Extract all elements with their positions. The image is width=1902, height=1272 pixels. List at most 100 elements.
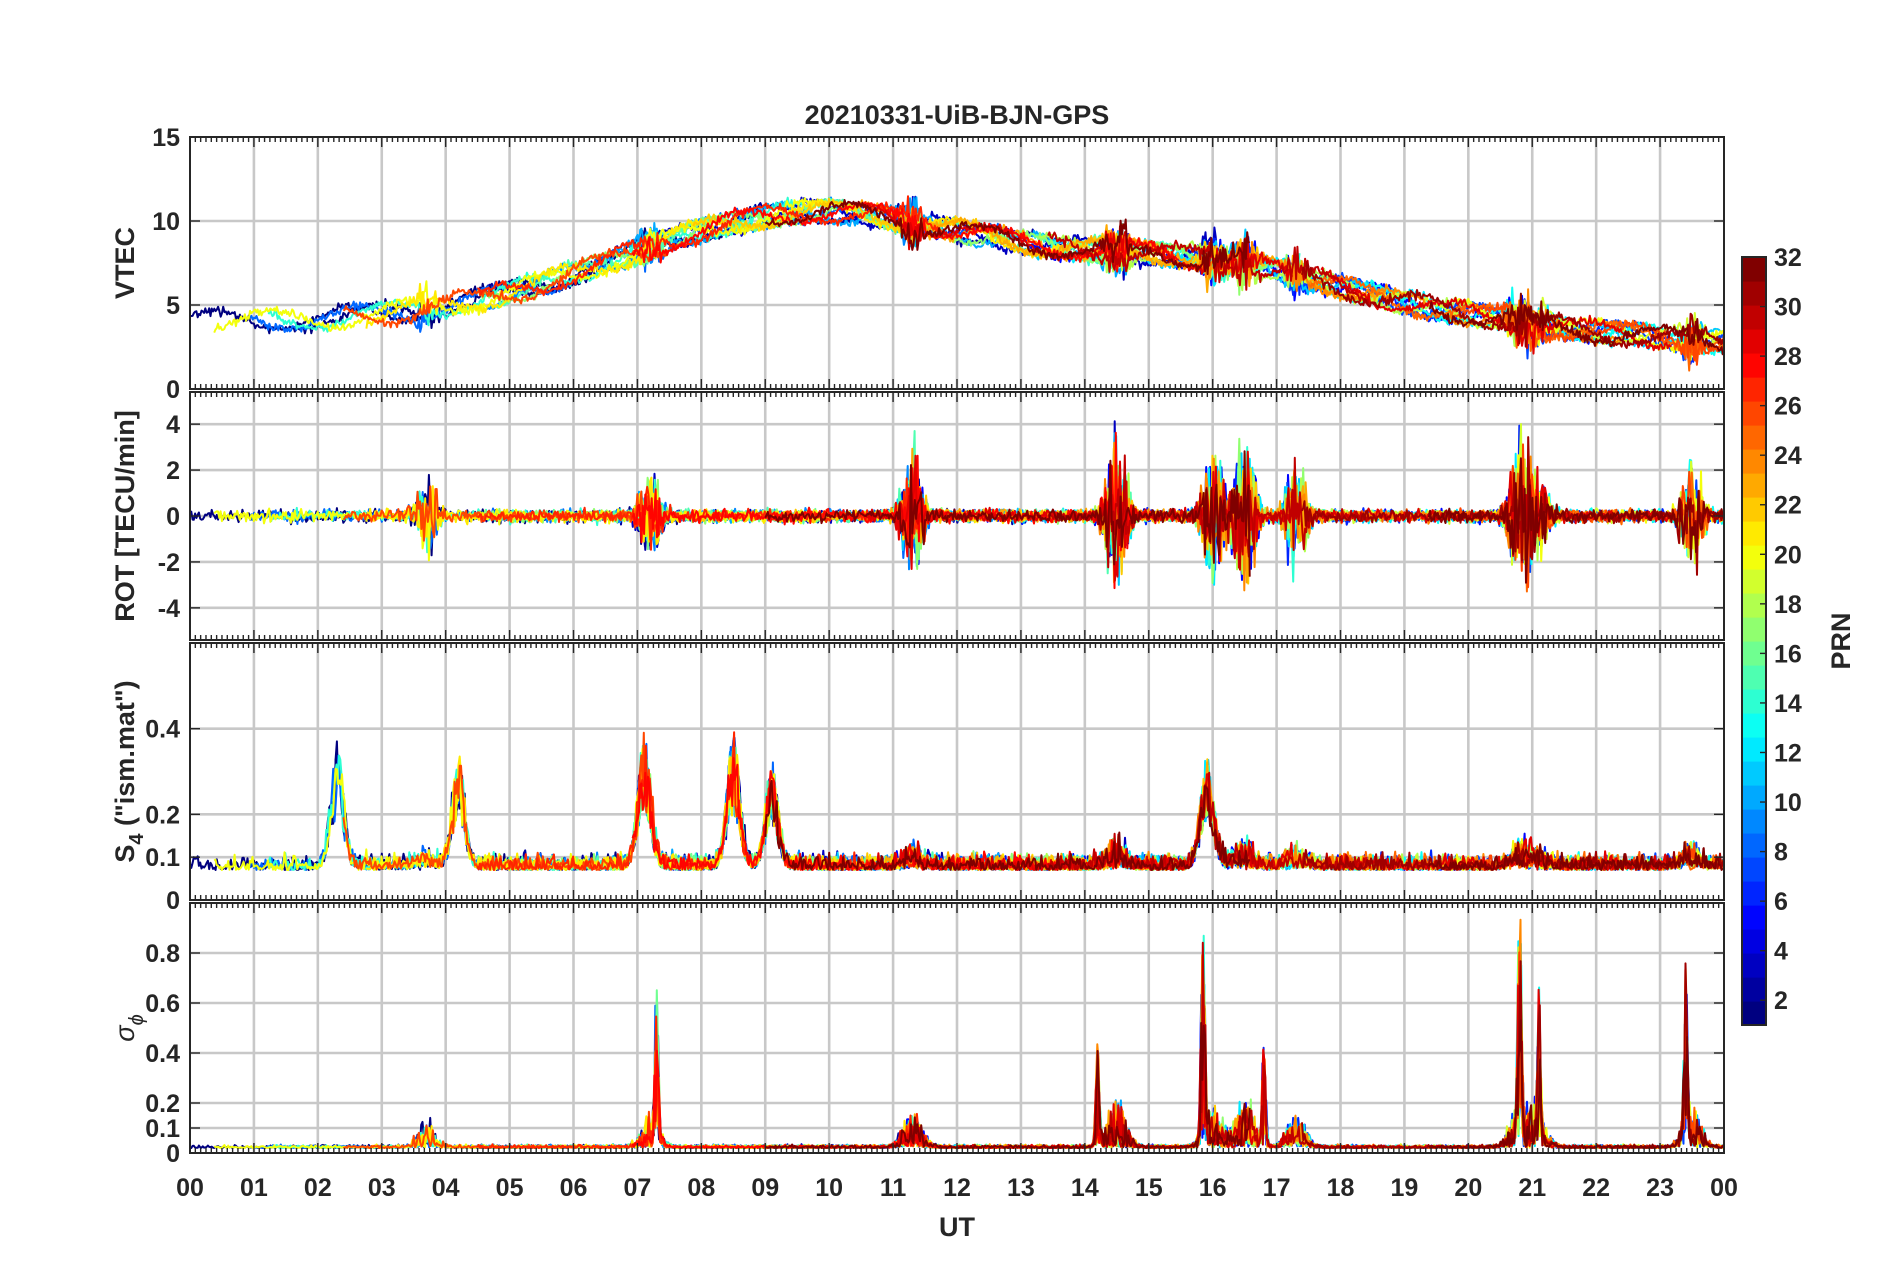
colorbar-segment bbox=[1742, 761, 1766, 786]
x-tick-label: 16 bbox=[1199, 1174, 1227, 1202]
vtec-y-axis-label: VTEC bbox=[110, 227, 140, 299]
colorbar-segment bbox=[1742, 905, 1766, 930]
x-tick-label: 08 bbox=[687, 1174, 715, 1202]
prn-29-trace bbox=[1320, 984, 1673, 1149]
colorbar-tick-label: 10 bbox=[1774, 789, 1802, 817]
x-axis-label: UT bbox=[939, 1212, 975, 1242]
prn-10-trace bbox=[603, 1036, 1168, 1149]
prn-26-trace bbox=[342, 1079, 668, 1149]
prn-8-trace bbox=[249, 754, 606, 871]
x-tick-label: 02 bbox=[304, 1174, 332, 1202]
x-tick-label: 17 bbox=[1263, 1174, 1291, 1202]
y-tick-label: 4 bbox=[166, 411, 180, 439]
colorbar-tick-label: 6 bbox=[1774, 888, 1788, 916]
x-tick-label: 01 bbox=[240, 1174, 268, 1202]
colorbar-segment bbox=[1742, 449, 1766, 474]
y-tick-label: 0.2 bbox=[145, 1090, 180, 1118]
vtec-panel: 0 5 10 15 VTEC bbox=[110, 124, 1725, 404]
prn-1-trace bbox=[291, 737, 764, 871]
colorbar-segment bbox=[1742, 401, 1766, 426]
y-tick-label: 0.2 bbox=[145, 801, 180, 829]
colorbar-segment bbox=[1742, 257, 1766, 282]
traces bbox=[190, 195, 1724, 372]
prn-29-trace bbox=[864, 985, 1294, 1149]
colorbar-segment bbox=[1742, 353, 1766, 378]
x-tick-label: 09 bbox=[751, 1174, 779, 1202]
x-tick-label: 21 bbox=[1518, 1174, 1546, 1202]
prn-15-trace bbox=[494, 430, 1142, 575]
colorbar-segment bbox=[1742, 1001, 1766, 1026]
colorbar-segment bbox=[1742, 785, 1766, 810]
colorbar-tick-label: 28 bbox=[1774, 343, 1802, 371]
prn-27-trace bbox=[477, 195, 944, 297]
x-tick-label: 03 bbox=[368, 1174, 396, 1202]
colorbar-tick-label: 2 bbox=[1774, 987, 1788, 1015]
colorbar-segment bbox=[1742, 833, 1766, 858]
y-tick-label: 10 bbox=[152, 208, 180, 236]
x-tick-label: 14 bbox=[1071, 1174, 1099, 1202]
x-tick-label: 13 bbox=[1007, 1174, 1035, 1202]
y-tick-label: 0.4 bbox=[145, 716, 180, 744]
prn-9-trace bbox=[486, 1003, 913, 1149]
colorbar-frame bbox=[1741, 256, 1767, 1026]
colorbar-segment bbox=[1742, 689, 1766, 714]
prn-15-trace bbox=[495, 1050, 1142, 1149]
prn-32-trace bbox=[764, 779, 1251, 871]
chart-title: 20210331-UiB-BJN-GPS bbox=[805, 100, 1110, 130]
x-tick-label: 07 bbox=[624, 1174, 652, 1202]
colorbar-tick-label: 16 bbox=[1774, 640, 1802, 668]
colorbar-segment bbox=[1742, 617, 1766, 642]
colorbar-label: PRN bbox=[1826, 612, 1856, 669]
x-tick-label: 20 bbox=[1454, 1174, 1482, 1202]
colorbar-tick-label: 20 bbox=[1774, 541, 1802, 569]
y-tick-label: 0.1 bbox=[145, 1115, 180, 1143]
x-tick-label: 23 bbox=[1646, 1174, 1674, 1202]
prn-3-trace bbox=[618, 983, 1222, 1149]
colorbar-segment bbox=[1742, 953, 1766, 978]
colorbar-segment bbox=[1742, 425, 1766, 450]
y-tick-label: 0.8 bbox=[145, 940, 180, 968]
colorbar-segment bbox=[1742, 857, 1766, 882]
y-tick-label: 0 bbox=[166, 887, 180, 915]
prn-11-trace bbox=[1589, 989, 1724, 1149]
s4-panel: 0 0.1 0.2 0.4S4 ("ism.mat") bbox=[110, 642, 1725, 915]
x-tick-label: 18 bbox=[1327, 1174, 1355, 1202]
sigma-phi-panel: 00.10.2 0.4 0.6 0.8 σϕ bbox=[110, 902, 1725, 1168]
x-tick-label: 11 bbox=[880, 1174, 907, 1202]
colorbar-segment bbox=[1742, 281, 1766, 306]
colorbar-tick-label: 24 bbox=[1774, 442, 1802, 470]
y-tick-label: 0 bbox=[166, 1140, 180, 1168]
prn-15-trace bbox=[494, 746, 1142, 871]
prn-26-trace bbox=[342, 731, 668, 871]
colorbar-segment bbox=[1742, 545, 1766, 570]
colorbar-tick-label: 30 bbox=[1774, 294, 1802, 322]
sigma_phi-y-axis-label: σϕ bbox=[110, 1014, 148, 1041]
y-tick-label: 0.1 bbox=[145, 844, 180, 872]
prn-27-trace bbox=[476, 731, 944, 871]
x-tick-label: 22 bbox=[1582, 1174, 1610, 1202]
prn-20-trace bbox=[213, 197, 829, 333]
x-tick-label: 19 bbox=[1391, 1174, 1419, 1202]
prn-1-trace bbox=[291, 1065, 764, 1149]
y-tick-label: 0 bbox=[166, 376, 180, 404]
prn-26-trace bbox=[1453, 301, 1724, 366]
colorbar-tick-label: 4 bbox=[1774, 938, 1788, 966]
colorbar-tick-label: 26 bbox=[1774, 393, 1802, 421]
y-tick-label: 0 bbox=[166, 503, 180, 531]
x-tick-label: 12 bbox=[943, 1174, 971, 1202]
prn-9-trace bbox=[486, 750, 913, 871]
rot-y-axis-label: ROT [TECU/min] bbox=[110, 410, 140, 621]
y-tick-label: 15 bbox=[152, 124, 180, 152]
prn-8-trace bbox=[610, 1004, 1016, 1149]
colorbar-segment bbox=[1742, 569, 1766, 594]
y-tick-label: 0.4 bbox=[145, 1040, 180, 1068]
prn-20-trace bbox=[213, 488, 829, 562]
prn-32-trace bbox=[764, 199, 1251, 276]
colorbar-tick-label: 32 bbox=[1774, 244, 1802, 272]
colorbar-segment bbox=[1742, 809, 1766, 834]
y-tick-label: -4 bbox=[158, 595, 180, 623]
y-tick-label: 0.6 bbox=[145, 990, 180, 1018]
prn-32-trace bbox=[1427, 841, 1724, 871]
